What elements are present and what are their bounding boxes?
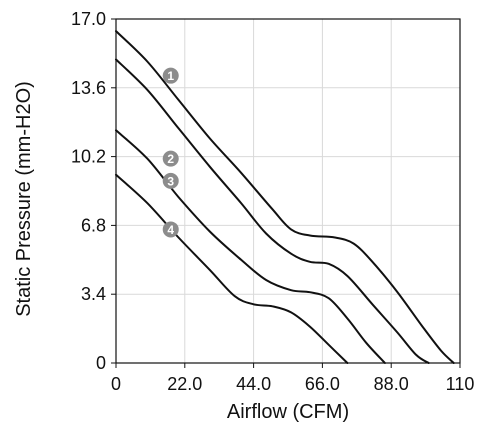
y-axis-title: Static Pressure (mm-H2O) bbox=[13, 81, 35, 317]
marker-number: 3 bbox=[167, 174, 174, 188]
x-tick-label: 110 bbox=[446, 374, 475, 394]
curve-1 bbox=[115, 30, 455, 364]
y-tick-label: 6.8 bbox=[81, 215, 106, 235]
x-axis-title: Airflow (CFM) bbox=[227, 401, 349, 423]
marker-circle bbox=[162, 172, 179, 189]
marker-number: 2 bbox=[167, 152, 174, 166]
y-tick-label: 3.4 bbox=[81, 284, 106, 304]
y-tick-label: 13.6 bbox=[71, 78, 106, 98]
curve-marker-3: 3 bbox=[162, 172, 179, 189]
curve-2 bbox=[115, 58, 430, 364]
curve-3 bbox=[115, 129, 386, 364]
marker-circle bbox=[162, 67, 179, 84]
marker-number: 4 bbox=[167, 223, 174, 237]
y-tick-label: 10.2 bbox=[71, 147, 106, 167]
x-tick-label: 0 bbox=[111, 374, 121, 394]
x-tick-label: 66.0 bbox=[305, 374, 340, 394]
y-tick-label: 17.0 bbox=[71, 9, 106, 29]
curve-marker-2: 2 bbox=[162, 150, 179, 167]
plot-frame bbox=[115, 18, 461, 364]
curve-marker-4: 4 bbox=[162, 221, 179, 238]
curve-4 bbox=[115, 173, 349, 364]
x-tick-label: 44.0 bbox=[236, 374, 271, 394]
marker-circle bbox=[162, 150, 179, 167]
x-tick-label: 88.0 bbox=[374, 374, 409, 394]
curve-markers: 1 2 3 4 bbox=[162, 67, 179, 238]
curve-marker-1: 1 bbox=[162, 67, 179, 84]
marker-circle bbox=[162, 221, 179, 238]
marker-number: 1 bbox=[167, 69, 174, 83]
ticks: 0 22.0 44.0 66.0 88.0 110 0 3.4 6.8 10.2 13.6 17.0 bbox=[71, 9, 474, 394]
x-tick-label: 22.0 bbox=[167, 374, 202, 394]
y-tick-label: 0 bbox=[96, 353, 106, 373]
